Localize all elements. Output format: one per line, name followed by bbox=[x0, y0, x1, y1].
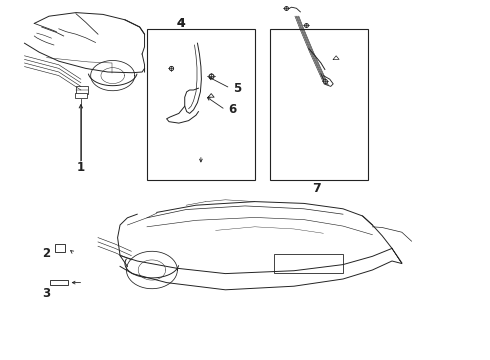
Text: 5: 5 bbox=[233, 82, 241, 95]
Polygon shape bbox=[55, 244, 65, 252]
Text: 3: 3 bbox=[43, 287, 50, 300]
Bar bbox=[270, 29, 368, 180]
Polygon shape bbox=[75, 93, 87, 98]
Text: 1: 1 bbox=[77, 161, 85, 174]
Polygon shape bbox=[76, 86, 88, 94]
Bar bbox=[147, 29, 255, 180]
Text: 6: 6 bbox=[228, 103, 236, 116]
Polygon shape bbox=[50, 280, 68, 285]
Text: 4: 4 bbox=[177, 17, 186, 30]
Text: 7: 7 bbox=[312, 183, 320, 195]
Text: 4: 4 bbox=[177, 17, 186, 30]
Text: 2: 2 bbox=[43, 247, 50, 260]
Bar bbox=[274, 254, 343, 273]
